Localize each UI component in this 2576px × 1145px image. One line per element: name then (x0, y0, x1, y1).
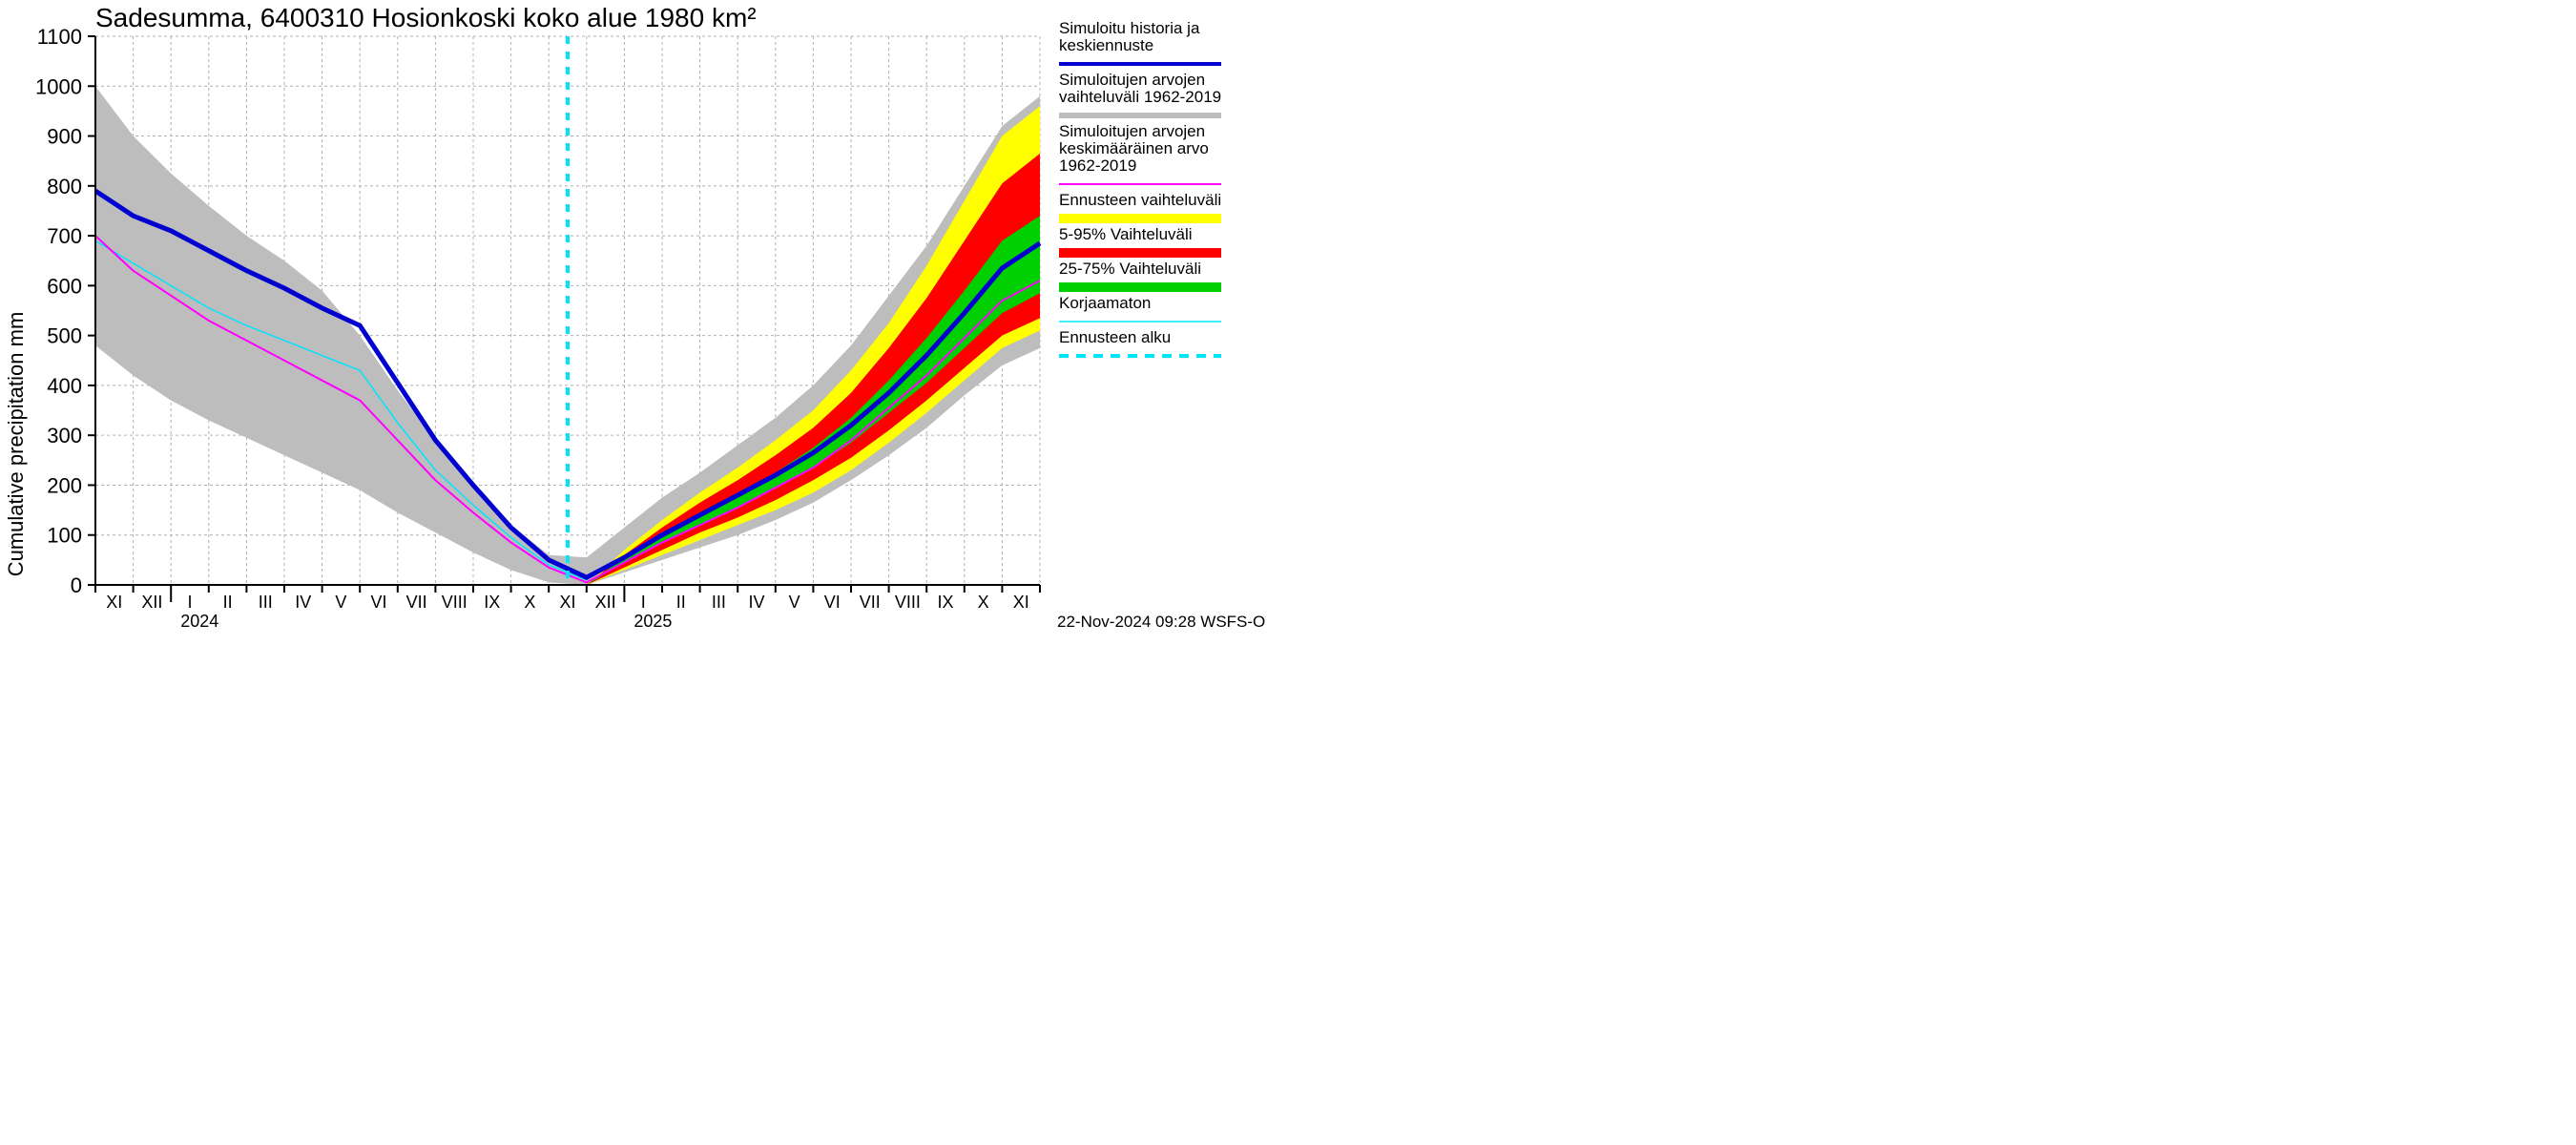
svg-text:X: X (978, 593, 989, 612)
chart-footer: 22-Nov-2024 09:28 WSFS-O (1057, 613, 1265, 631)
svg-text:II: II (223, 593, 233, 612)
svg-text:IV: IV (748, 593, 764, 612)
svg-text:XII: XII (595, 593, 616, 612)
svg-text:IX: IX (937, 593, 953, 612)
svg-text:XI: XI (1013, 593, 1029, 612)
svg-text:II: II (676, 593, 686, 612)
svg-text:vaihteluväli 1962-2019: vaihteluväli 1962-2019 (1059, 88, 1221, 106)
svg-text:keskiennuste: keskiennuste (1059, 36, 1153, 54)
svg-text:800: 800 (47, 175, 82, 198)
svg-text:keskimääräinen arvo: keskimääräinen arvo (1059, 139, 1209, 157)
svg-text:Simuloitujen arvojen: Simuloitujen arvojen (1059, 71, 1205, 89)
svg-text:X: X (524, 593, 535, 612)
svg-text:Cumulative precipitation mm: Cumulative precipitation mm (4, 312, 28, 577)
svg-text:VII: VII (860, 593, 881, 612)
svg-text:V: V (335, 593, 346, 612)
svg-text:VIII: VIII (442, 593, 467, 612)
svg-text:2025: 2025 (634, 612, 672, 631)
svg-text:III: III (712, 593, 726, 612)
svg-text:IX: IX (484, 593, 500, 612)
svg-text:200: 200 (47, 473, 82, 497)
svg-text:III: III (259, 593, 273, 612)
svg-text:100: 100 (47, 524, 82, 548)
svg-text:1100: 1100 (37, 25, 82, 49)
svg-text:XI: XI (106, 593, 122, 612)
svg-text:IV: IV (295, 593, 311, 612)
svg-text:VIII: VIII (895, 593, 921, 612)
svg-text:VI: VI (824, 593, 841, 612)
svg-text:VI: VI (370, 593, 386, 612)
svg-text:Simuloitu historia ja: Simuloitu historia ja (1059, 19, 1200, 37)
svg-text:V: V (789, 593, 800, 612)
svg-text:Ennusteen vaihteluväli: Ennusteen vaihteluväli (1059, 191, 1221, 209)
svg-text:5-95% Vaihteluväli: 5-95% Vaihteluväli (1059, 225, 1193, 243)
svg-text:900: 900 (47, 125, 82, 149)
svg-text:2024: 2024 (180, 612, 218, 631)
svg-text:Ennusteen alku: Ennusteen alku (1059, 328, 1171, 346)
svg-text:700: 700 (47, 224, 82, 248)
svg-text:600: 600 (47, 274, 82, 298)
svg-text:I: I (641, 593, 646, 612)
svg-text:1962-2019: 1962-2019 (1059, 156, 1136, 175)
chart-title: Sadesumma, 6400310 Hosionkoski koko alue… (95, 3, 757, 32)
svg-text:XII: XII (141, 593, 162, 612)
svg-text:1000: 1000 (35, 74, 82, 98)
svg-text:XI: XI (559, 593, 575, 612)
svg-text:25-75% Vaihteluväli: 25-75% Vaihteluväli (1059, 260, 1201, 278)
svg-text:500: 500 (47, 324, 82, 348)
svg-text:400: 400 (47, 374, 82, 398)
svg-text:Simuloitujen arvojen: Simuloitujen arvojen (1059, 122, 1205, 140)
svg-text:300: 300 (47, 424, 82, 448)
svg-text:VII: VII (406, 593, 427, 612)
svg-text:0: 0 (71, 573, 82, 597)
svg-text:I: I (187, 593, 192, 612)
svg-text:Korjaamaton: Korjaamaton (1059, 294, 1151, 312)
chart-svg: 010020030040050060070080090010001100XIXI… (0, 0, 1460, 649)
precipitation-chart: 010020030040050060070080090010001100XIXI… (0, 0, 1460, 649)
